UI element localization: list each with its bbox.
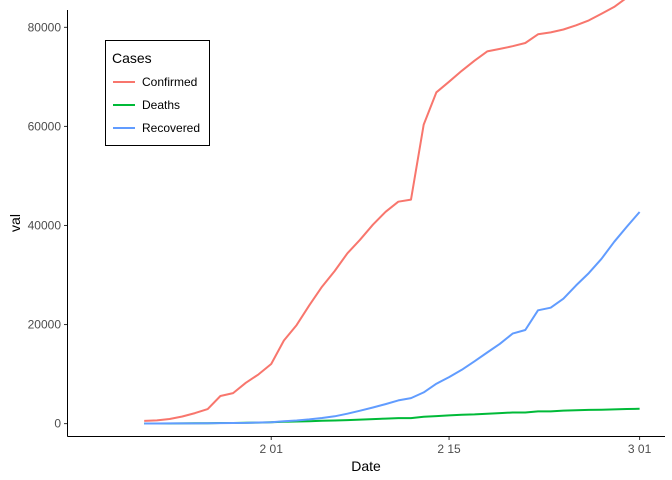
legend-label-deaths: Deaths: [142, 98, 180, 112]
legend-title: Cases: [112, 50, 152, 66]
y-tick-label: 40000: [28, 218, 62, 232]
y-axis-ticks: 0 20000 40000 60000 80000: [28, 20, 68, 431]
x-axis-title: Date: [351, 458, 381, 474]
x-axis-ticks: 2 01 2 15 3 01: [260, 436, 652, 456]
legend: Cases Confirmed Deaths Recovered: [105, 40, 210, 146]
y-axis-title: val: [7, 214, 23, 232]
legend-label-recovered: Recovered: [142, 121, 200, 135]
series-line-confirmed: [144, 0, 626, 422]
legend-label-confirmed: Confirmed: [142, 75, 197, 89]
legend-entries: Confirmed Deaths Recovered: [113, 75, 200, 135]
y-tick-label: 80000: [28, 20, 62, 34]
x-tick-label: 3 01: [628, 442, 652, 456]
y-tick-label: 20000: [28, 318, 62, 332]
series-lines: [144, 0, 641, 425]
y-tick-label: 0: [54, 417, 61, 431]
series-line-recovered: [144, 211, 641, 425]
x-tick-label: 2 01: [260, 442, 284, 456]
y-tick-label: 60000: [28, 119, 62, 133]
x-tick-label: 2 15: [437, 442, 461, 456]
